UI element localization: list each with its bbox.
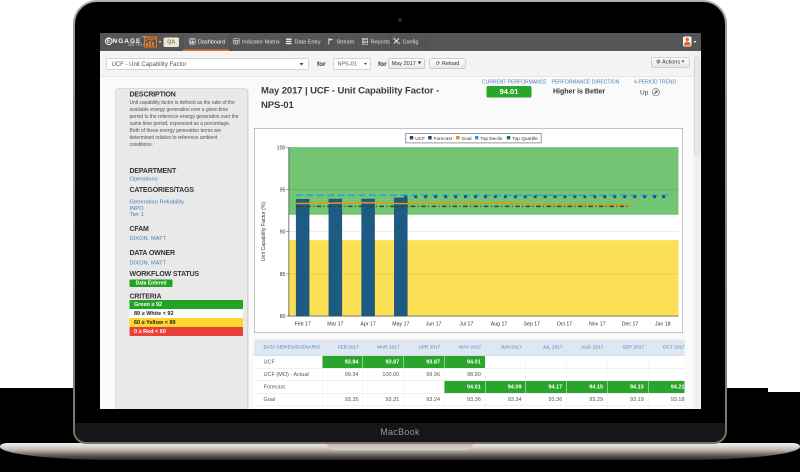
svg-text:May 17: May 17 [392, 322, 409, 328]
svg-text:85: 85 [280, 272, 286, 278]
svg-text:Jul 17: Jul 17 [459, 322, 473, 328]
svg-text:Nov 17: Nov 17 [589, 322, 606, 328]
svg-text:Apr 17: Apr 17 [360, 322, 375, 328]
svg-text:Top Quartile: Top Quartile [512, 136, 538, 142]
svg-text:Dec 17: Dec 17 [622, 322, 639, 328]
svg-text:Goal: Goal [462, 136, 472, 142]
svg-text:Forecast: Forecast [434, 136, 453, 142]
svg-text:Aug 17: Aug 17 [491, 322, 508, 328]
svg-text:90: 90 [280, 230, 286, 236]
svg-text:Mar 17: Mar 17 [327, 322, 343, 328]
svg-text:Feb 17: Feb 17 [294, 322, 310, 328]
svg-text:Unit Capability Factor (%): Unit Capability Factor (%) [261, 202, 267, 262]
svg-text:Top Decile: Top Decile [480, 136, 502, 142]
svg-text:Jun 17: Jun 17 [426, 322, 442, 328]
svg-text:80: 80 [280, 314, 286, 320]
svg-text:95: 95 [280, 187, 286, 193]
svg-text:100: 100 [277, 145, 286, 151]
svg-text:Sep 17: Sep 17 [524, 322, 541, 328]
svg-text:Jan 18: Jan 18 [655, 322, 671, 328]
svg-text:UCF: UCF [415, 136, 425, 142]
svg-text:Oct 17: Oct 17 [557, 322, 572, 328]
